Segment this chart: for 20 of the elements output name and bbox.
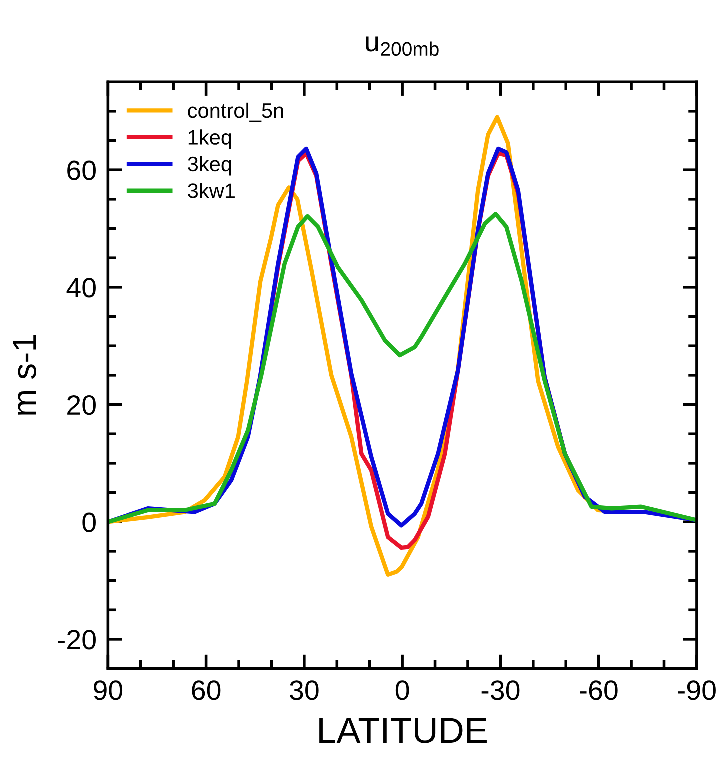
x-tick-label: 30 bbox=[290, 680, 319, 700]
legend-label: 3kw1 bbox=[188, 183, 235, 198]
y-tick-label: 60 bbox=[68, 160, 96, 180]
chart-title: u$_{200mb}$ bbox=[366, 36, 439, 56]
y-tick-label: -20 bbox=[58, 630, 96, 650]
x-tick-label: 0 bbox=[396, 680, 410, 700]
y-axis-title: m s-1 bbox=[13, 335, 36, 415]
legend-label: 3keq bbox=[188, 156, 232, 176]
x-tick-label: -60 bbox=[580, 680, 618, 700]
x-tick-label: -30 bbox=[482, 680, 520, 700]
legend-label: control_5n bbox=[188, 102, 284, 122]
x-tick-label: -90 bbox=[678, 680, 716, 700]
y-tick-label: 20 bbox=[68, 395, 96, 416]
x-tick-label: 60 bbox=[192, 680, 221, 700]
legend-label: 1keq bbox=[188, 130, 232, 150]
line-series bbox=[108, 212, 697, 524]
x-tick-label: 90 bbox=[94, 680, 123, 700]
x-axis-title: LATITUDE bbox=[320, 718, 487, 744]
y-tick-label: 40 bbox=[66, 278, 96, 298]
y-tick-label: 0 bbox=[82, 512, 96, 532]
